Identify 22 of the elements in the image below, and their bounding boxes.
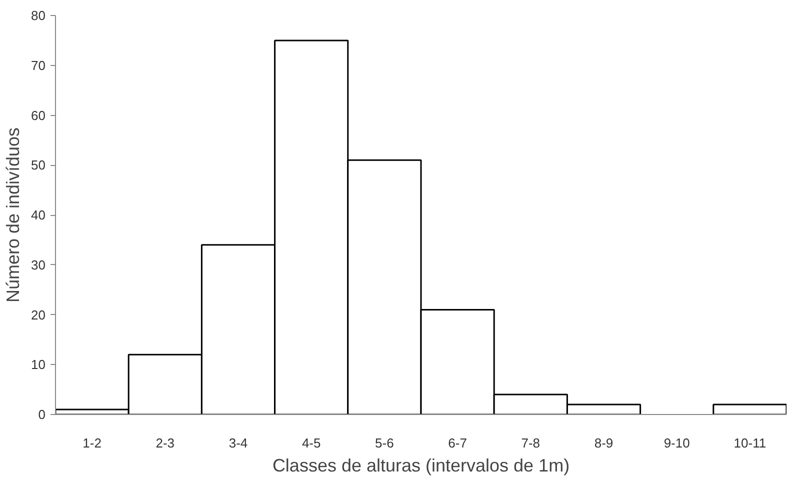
x-tick-label: 6-7 <box>448 436 467 450</box>
y-tick-label: 50 <box>31 158 46 173</box>
x-tick-label: 9-10 <box>664 436 690 450</box>
y-tick-label: 30 <box>31 257 46 272</box>
y-tick-label: 0 <box>38 407 46 422</box>
x-tick-label: 7-8 <box>521 436 540 450</box>
x-tick-label: 8-9 <box>594 436 614 450</box>
y-tick-label: 70 <box>31 58 46 73</box>
y-tick-label: 10 <box>31 357 46 372</box>
y-tick-label: 20 <box>31 307 46 322</box>
x-axis-title: Classes de alturas (intervalos de 1m) <box>272 456 570 476</box>
y-tick-label: 40 <box>31 208 46 222</box>
x-tick-label: 2-3 <box>156 436 175 450</box>
y-axis-title: Número de indivíduos <box>3 127 24 303</box>
x-tick-label: 4-5 <box>302 436 321 450</box>
y-tick-label: 60 <box>31 108 46 123</box>
x-tick-label: 5-6 <box>375 436 394 450</box>
y-tick-label: 80 <box>31 8 46 23</box>
x-tick-label: 3-4 <box>228 436 248 450</box>
x-tick-label: 1-2 <box>82 436 102 450</box>
bar <box>712 404 786 414</box>
x-tick-label: 10-11 <box>734 436 766 450</box>
